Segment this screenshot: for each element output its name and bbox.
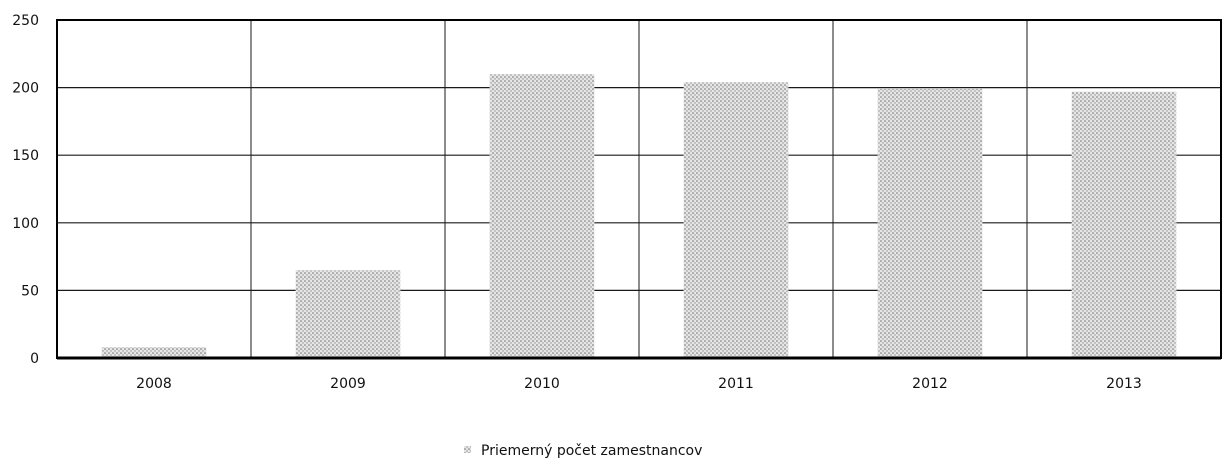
x-tick-label: 2010: [524, 376, 560, 392]
y-tick-label: 100: [12, 216, 39, 232]
bar: [683, 82, 789, 358]
bar: [295, 270, 401, 358]
x-tick-label: 2012: [912, 376, 948, 392]
bar: [101, 347, 207, 358]
y-tick-label: 150: [12, 148, 39, 164]
bar: [1071, 91, 1177, 358]
x-tick-label: 2011: [718, 376, 754, 392]
y-tick-label: 0: [30, 351, 39, 367]
legend: Priemerný počet zamestnancov: [464, 443, 702, 459]
plot-area: 0 50 100 150 200 250 2008 2009 2010 2011 2012 2013: [12, 13, 1222, 392]
bar: [489, 74, 595, 358]
y-tick-label: 250: [12, 13, 39, 29]
legend-swatch: [464, 446, 471, 453]
y-tick-label: 200: [12, 81, 39, 97]
legend-label: Priemerný počet zamestnancov: [481, 443, 702, 459]
x-tick-label: 2013: [1106, 376, 1142, 392]
x-tick-label: 2009: [330, 376, 366, 392]
x-tick-label: 2008: [136, 376, 172, 392]
bar: [877, 88, 983, 359]
y-tick-label: 50: [21, 283, 39, 299]
